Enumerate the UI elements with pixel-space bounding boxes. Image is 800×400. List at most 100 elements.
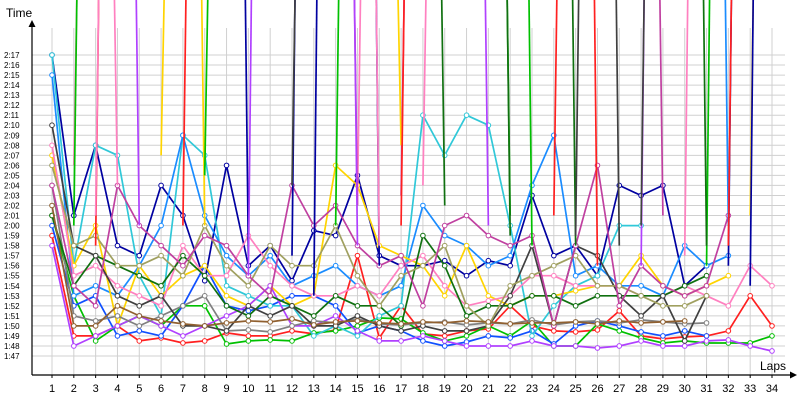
data-point [137, 263, 142, 268]
data-point [93, 263, 98, 268]
data-point [181, 263, 186, 268]
data-point [224, 163, 229, 168]
data-point [573, 273, 578, 278]
data-point [595, 294, 600, 299]
data-point [552, 294, 557, 299]
data-point [137, 304, 142, 309]
x-tick-label: 27 [613, 383, 625, 395]
data-point [159, 334, 164, 339]
x-tick-label: 23 [526, 383, 538, 395]
data-point [93, 339, 98, 344]
y-tick-label: 1:50 [4, 322, 20, 331]
data-point [639, 339, 644, 344]
data-point [682, 329, 687, 334]
data-point [508, 263, 513, 268]
x-tick-label: 30 [679, 383, 691, 395]
data-point [552, 273, 557, 278]
y-tick-label: 2:11 [4, 111, 20, 120]
data-point [137, 273, 142, 278]
data-point [268, 243, 273, 248]
y-tick-label: 1:55 [4, 272, 20, 281]
data-point [181, 322, 186, 327]
data-point [224, 321, 229, 326]
x-tick-label: 16 [373, 383, 385, 395]
data-point [595, 273, 600, 278]
data-point [246, 304, 251, 309]
data-point [552, 253, 557, 258]
y-tick-label: 1:48 [4, 342, 20, 351]
data-point [50, 223, 55, 228]
y-tick-label: 1:54 [4, 282, 20, 291]
x-tick-label: 31 [700, 383, 712, 395]
data-point [464, 113, 469, 118]
data-point [421, 304, 426, 309]
data-point [639, 283, 644, 288]
data-point [661, 283, 666, 288]
y-tick-label: 2:05 [4, 171, 20, 180]
x-tick-label: 4 [114, 383, 120, 395]
y-tick-label: 2:10 [4, 121, 20, 130]
x-tick-label: 12 [286, 383, 298, 395]
x-tick-label: 8 [202, 383, 208, 395]
data-point [530, 294, 535, 299]
data-point [682, 304, 687, 309]
data-point [137, 253, 142, 258]
data-point [268, 253, 273, 258]
data-point [202, 273, 207, 278]
data-point [246, 294, 251, 299]
data-point [661, 320, 666, 325]
x-tick-label: 13 [308, 383, 320, 395]
data-point [595, 322, 600, 327]
data-point [442, 339, 447, 344]
data-point [704, 294, 709, 299]
data-point [552, 344, 557, 349]
y-tick-label: 1:47 [4, 352, 20, 361]
data-point [312, 323, 317, 328]
data-point [704, 321, 709, 326]
data-point [377, 294, 382, 299]
data-point [573, 283, 578, 288]
data-point [573, 344, 578, 349]
data-point [181, 243, 186, 248]
y-tick-label: 1:49 [4, 332, 20, 341]
y-tick-label: 2:12 [4, 101, 20, 110]
data-point [639, 294, 644, 299]
data-point [224, 253, 229, 258]
data-point [224, 342, 229, 347]
data-point [50, 203, 55, 208]
data-point [399, 329, 404, 334]
data-point [159, 319, 164, 324]
data-point [748, 294, 753, 299]
data-point [159, 294, 164, 299]
data-point [552, 321, 557, 326]
data-point [770, 283, 775, 288]
y-tick-label: 2:07 [4, 151, 20, 160]
x-tick-label: 29 [657, 383, 669, 395]
data-point [181, 334, 186, 339]
data-point [704, 283, 709, 288]
x-tick-label: 19 [439, 383, 451, 395]
data-point [202, 304, 207, 309]
data-point [333, 320, 338, 325]
data-point [421, 203, 426, 208]
data-point [290, 324, 295, 329]
y-tick-label: 2:01 [4, 212, 20, 221]
x-tick-label: 1 [49, 383, 55, 395]
data-point [115, 324, 120, 329]
data-point [246, 328, 251, 333]
data-point [268, 320, 273, 325]
data-point [159, 304, 164, 309]
data-point [50, 183, 55, 188]
data-point [268, 294, 273, 299]
y-tick-label: 2:17 [4, 51, 20, 60]
data-point [333, 304, 338, 309]
data-point [399, 263, 404, 268]
data-point [137, 324, 142, 329]
x-tick-label: 14 [330, 383, 342, 395]
data-point [464, 329, 469, 334]
data-point [508, 304, 513, 309]
x-tick-label: 2 [71, 383, 77, 395]
data-point [486, 334, 491, 339]
